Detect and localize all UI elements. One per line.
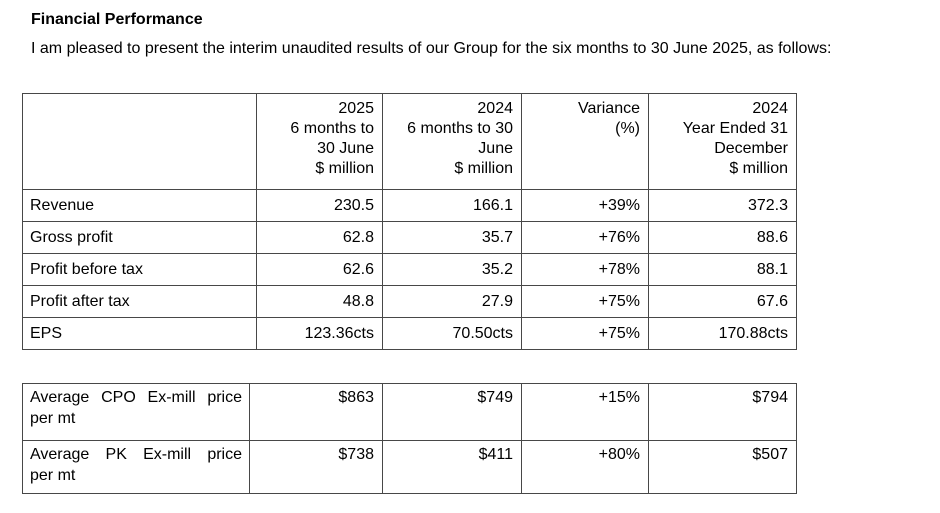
row-label: EPS xyxy=(22,317,257,350)
row-label: Gross profit xyxy=(22,221,257,254)
header-variance: Variance (%) xyxy=(521,93,649,190)
value-2024: 70.50cts xyxy=(382,317,522,350)
table-row-profit-before-tax: Profit before tax 62.6 35.2 +78% 88.1 xyxy=(22,253,797,286)
value-variance: +39% xyxy=(521,189,649,222)
header-blank xyxy=(22,93,257,190)
row-label-line-1: Average CPO Ex-mill price xyxy=(30,389,242,406)
value-2024: 27.9 xyxy=(382,285,522,318)
value-2025: $738 xyxy=(249,440,383,494)
header-2025-six-months: 2025 6 months to 30 June $ million xyxy=(256,93,383,190)
value-variance: +75% xyxy=(521,285,649,318)
value-year-ended: 372.3 xyxy=(648,189,797,222)
value-year-ended: 88.1 xyxy=(648,253,797,286)
value-2024: 166.1 xyxy=(382,189,522,222)
value-2025: 230.5 xyxy=(256,189,383,222)
section-heading: Financial Performance xyxy=(31,11,203,28)
value-2024: 35.7 xyxy=(382,221,522,254)
value-variance: +78% xyxy=(521,253,649,286)
value-2025: 48.8 xyxy=(256,285,383,318)
row-label: Average CPO Ex-mill price per mt xyxy=(22,383,250,441)
value-2024: $411 xyxy=(382,440,522,494)
value-variance: +80% xyxy=(521,440,649,494)
interim-results-table: 2025 6 months to 30 June $ million 2024 … xyxy=(22,93,797,350)
table-row-revenue: Revenue 230.5 166.1 +39% 372.3 xyxy=(22,189,797,222)
row-label-line-1: Average PK Ex-mill price xyxy=(30,446,242,463)
intro-paragraph: I am pleased to present the interim unau… xyxy=(31,40,832,57)
value-2025: 62.6 xyxy=(256,253,383,286)
value-year-ended: $507 xyxy=(648,440,797,494)
value-year-ended: $794 xyxy=(648,383,797,441)
row-label-line-2: per mt xyxy=(30,467,76,484)
value-variance: +15% xyxy=(521,383,649,441)
table-row-cpo-price: Average CPO Ex-mill price per mt $863 $7… xyxy=(22,383,797,441)
table-row-profit-after-tax: Profit after tax 48.8 27.9 +75% 67.6 xyxy=(22,285,797,318)
row-label-line-2: per mt xyxy=(30,410,76,427)
value-variance: +76% xyxy=(521,221,649,254)
results-header-row: 2025 6 months to 30 June $ million 2024 … xyxy=(22,93,797,190)
header-2024-six-months: 2024 6 months to 30 June $ million xyxy=(382,93,522,190)
header-2024-year-ended: 2024 Year Ended 31 December $ million xyxy=(648,93,797,190)
value-2025: 62.8 xyxy=(256,221,383,254)
row-label: Revenue xyxy=(22,189,257,222)
value-2025: 123.36cts xyxy=(256,317,383,350)
table-row-pk-price: Average PK Ex-mill price per mt $738 $41… xyxy=(22,440,797,494)
value-2024: 35.2 xyxy=(382,253,522,286)
value-variance: +75% xyxy=(521,317,649,350)
average-price-table: Average CPO Ex-mill price per mt $863 $7… xyxy=(22,383,797,494)
row-label: Average PK Ex-mill price per mt xyxy=(22,440,250,494)
value-year-ended: 170.88cts xyxy=(648,317,797,350)
value-2024: $749 xyxy=(382,383,522,441)
value-year-ended: 88.6 xyxy=(648,221,797,254)
table-row-eps: EPS 123.36cts 70.50cts +75% 170.88cts xyxy=(22,317,797,350)
table-row-gross-profit: Gross profit 62.8 35.7 +76% 88.6 xyxy=(22,221,797,254)
value-year-ended: 67.6 xyxy=(648,285,797,318)
row-label: Profit before tax xyxy=(22,253,257,286)
row-label: Profit after tax xyxy=(22,285,257,318)
value-2025: $863 xyxy=(249,383,383,441)
